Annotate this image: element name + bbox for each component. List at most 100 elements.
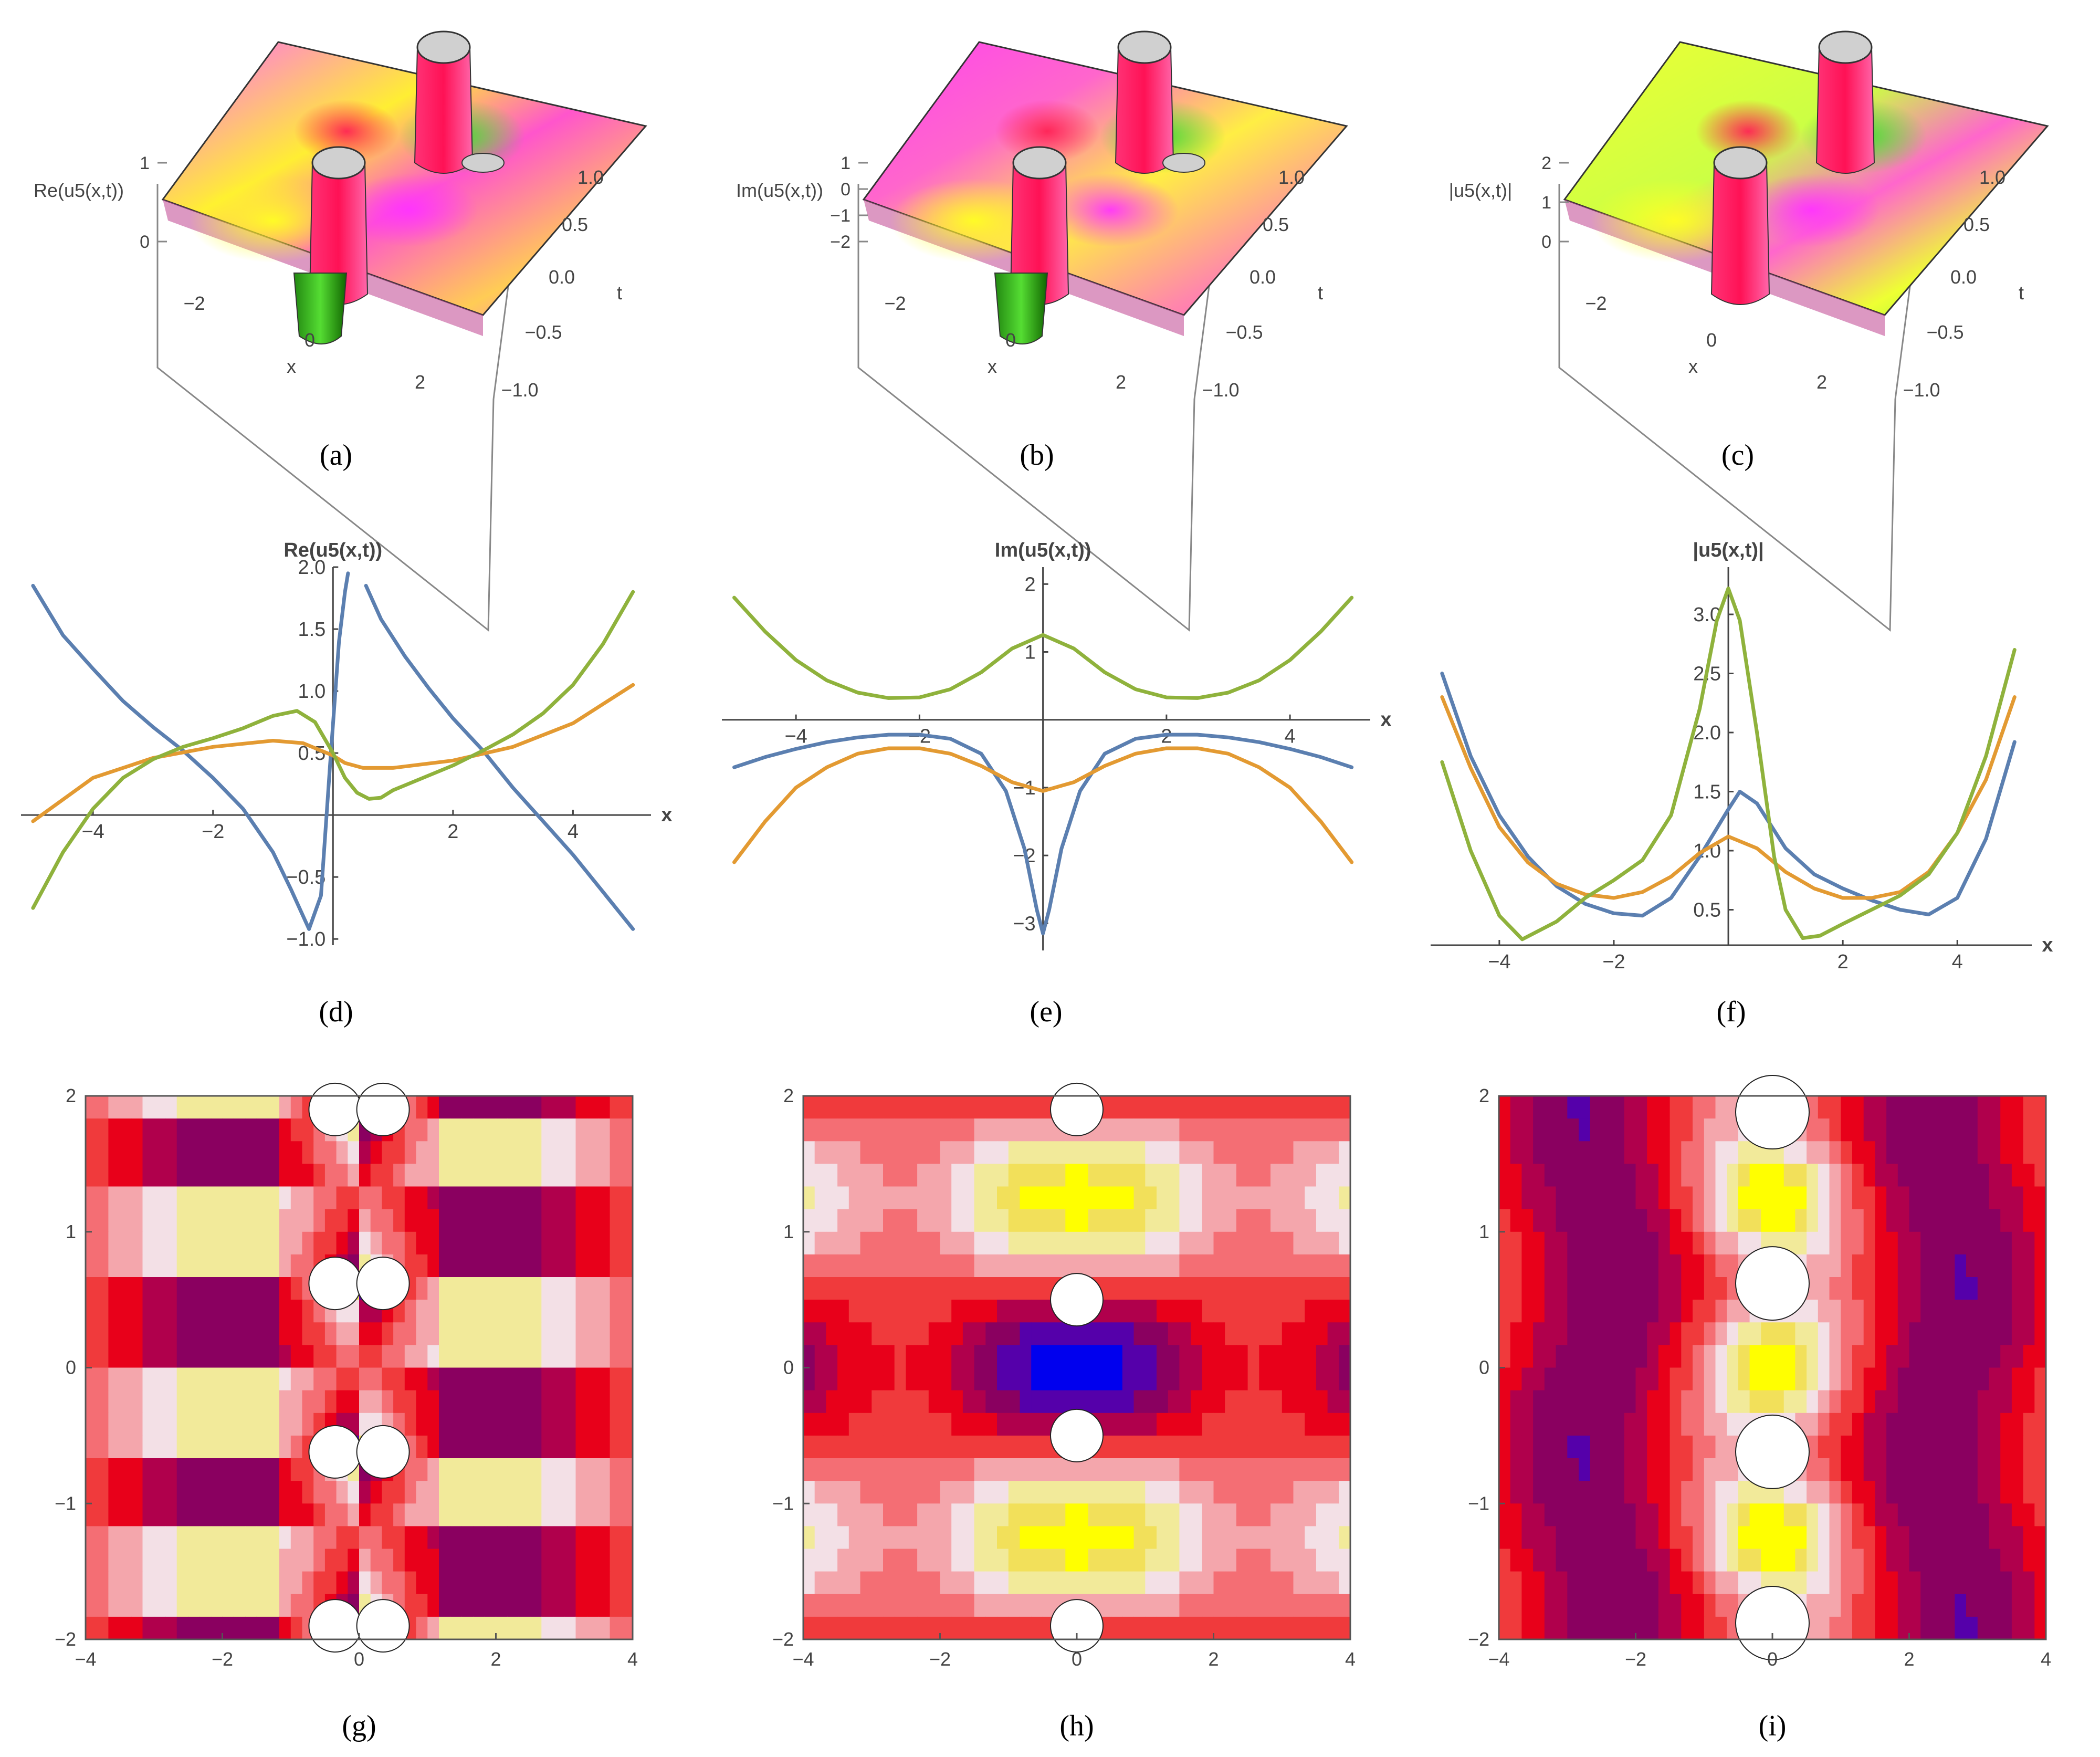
contour-cell [1020, 1277, 1032, 1300]
contour-cell [1977, 1526, 1990, 1550]
contour-cell [1920, 1209, 1933, 1232]
contour-cell [1977, 1118, 1990, 1142]
contour-cell [1727, 1186, 1739, 1210]
contour-cell [530, 1435, 542, 1459]
contour-cell [1544, 1231, 1557, 1255]
contour-cell [1499, 1300, 1511, 1323]
contour-cell [553, 1254, 565, 1278]
contour-cell [1247, 1345, 1259, 1368]
contour-cell [1852, 1481, 1864, 1504]
contour-cell [142, 1571, 154, 1595]
contour-cell [2023, 1141, 2035, 1164]
contour-cell [1077, 1571, 1089, 1595]
contour-cell [1145, 1345, 1157, 1368]
contour-cell [837, 1390, 849, 1414]
surface-blob [1042, 173, 1179, 247]
contour-cell [883, 1254, 895, 1278]
contour-cell [1157, 1616, 1169, 1640]
contour-cell [416, 1118, 428, 1142]
contour-cell [985, 1186, 998, 1210]
contour-cell [1670, 1571, 1682, 1595]
contour-cell [1977, 1345, 1990, 1368]
contour-cell [86, 1549, 98, 1572]
contour-cell [1601, 1277, 1613, 1300]
contour-cell [1624, 1413, 1636, 1436]
contour-cell [302, 1322, 314, 1345]
contour-cell [530, 1209, 542, 1232]
contour-cell [1670, 1164, 1682, 1187]
contour-cell [324, 1503, 337, 1526]
contour-cell [1179, 1481, 1191, 1504]
contour-cell [1681, 1322, 1693, 1345]
contour-cell [1897, 1209, 1910, 1232]
contour-cell [962, 1277, 975, 1300]
contour-cell [872, 1186, 884, 1210]
contour-cell [336, 1345, 348, 1368]
contour-cell [1613, 1118, 1625, 1142]
contour-cell [1977, 1571, 1990, 1595]
panel-caption: (g) [342, 1710, 376, 1742]
contour-cell [1943, 1367, 1955, 1391]
contour-cell [928, 1322, 941, 1345]
contour-cell [268, 1526, 280, 1550]
contour-cell [211, 1526, 223, 1550]
contour-cell [1624, 1231, 1636, 1255]
contour-cell [131, 1367, 143, 1391]
contour-cell [1521, 1549, 1534, 1572]
contour-cell [1031, 1141, 1043, 1164]
contour-cell [848, 1413, 861, 1436]
contour-cell [860, 1231, 872, 1255]
contour-cell [1579, 1209, 1591, 1232]
contour-cell [1886, 1186, 1898, 1210]
contour-cell [951, 1322, 963, 1345]
contour-cell [484, 1458, 497, 1481]
contour-cell [1818, 1526, 1830, 1550]
contour-cell [1510, 1526, 1522, 1550]
contour-cell [416, 1300, 428, 1323]
contour-cell [370, 1209, 382, 1232]
contour-cell [974, 1141, 986, 1164]
contour-cell [1852, 1209, 1864, 1232]
contour-cell [1579, 1413, 1591, 1436]
contour-cell [336, 1481, 348, 1504]
contour-cell [234, 1164, 246, 1187]
contour-cell [518, 1277, 531, 1300]
contour-cell [2011, 1209, 2024, 1232]
contour-cell [598, 1322, 611, 1345]
contour-cell [917, 1300, 929, 1323]
contour-cell [404, 1367, 417, 1391]
contour-cell [1886, 1390, 1898, 1414]
contour-cell [1179, 1186, 1191, 1210]
contour-cell [1145, 1209, 1157, 1232]
contour-cell [142, 1413, 154, 1436]
contour-cell [1909, 1254, 1921, 1278]
contour-cell [1339, 1571, 1351, 1595]
contour-cell [1909, 1322, 1921, 1345]
contour-cell [906, 1549, 918, 1572]
contour-cell [1590, 1571, 1602, 1595]
contour-cell [1008, 1254, 1021, 1278]
contour-cell [1042, 1367, 1055, 1391]
contour-cell [245, 1209, 257, 1232]
contour-cell [837, 1118, 849, 1142]
contour-cell [1863, 1231, 1875, 1255]
contour-cell [1567, 1322, 1579, 1345]
contour-cell [1977, 1164, 1990, 1187]
contour-cell [1247, 1571, 1259, 1595]
contour-cell [1852, 1186, 1864, 1210]
contour-cell [1693, 1616, 1705, 1640]
contour-cell [985, 1390, 998, 1414]
contour-cell [1989, 1231, 2001, 1255]
contour-cell [1590, 1300, 1602, 1323]
contour-cell [894, 1390, 906, 1414]
contour-cell [1533, 1300, 1545, 1323]
contour-cell [1293, 1435, 1305, 1459]
contour-cell [610, 1549, 622, 1572]
contour-cell [1065, 1322, 1077, 1345]
contour-cell [1897, 1481, 1910, 1504]
contour-cell [245, 1526, 257, 1550]
contour-cell [2011, 1254, 2024, 1278]
contour-cell [1795, 1209, 1807, 1232]
contour-cell [1213, 1231, 1225, 1255]
contour-cell [2023, 1300, 2035, 1323]
